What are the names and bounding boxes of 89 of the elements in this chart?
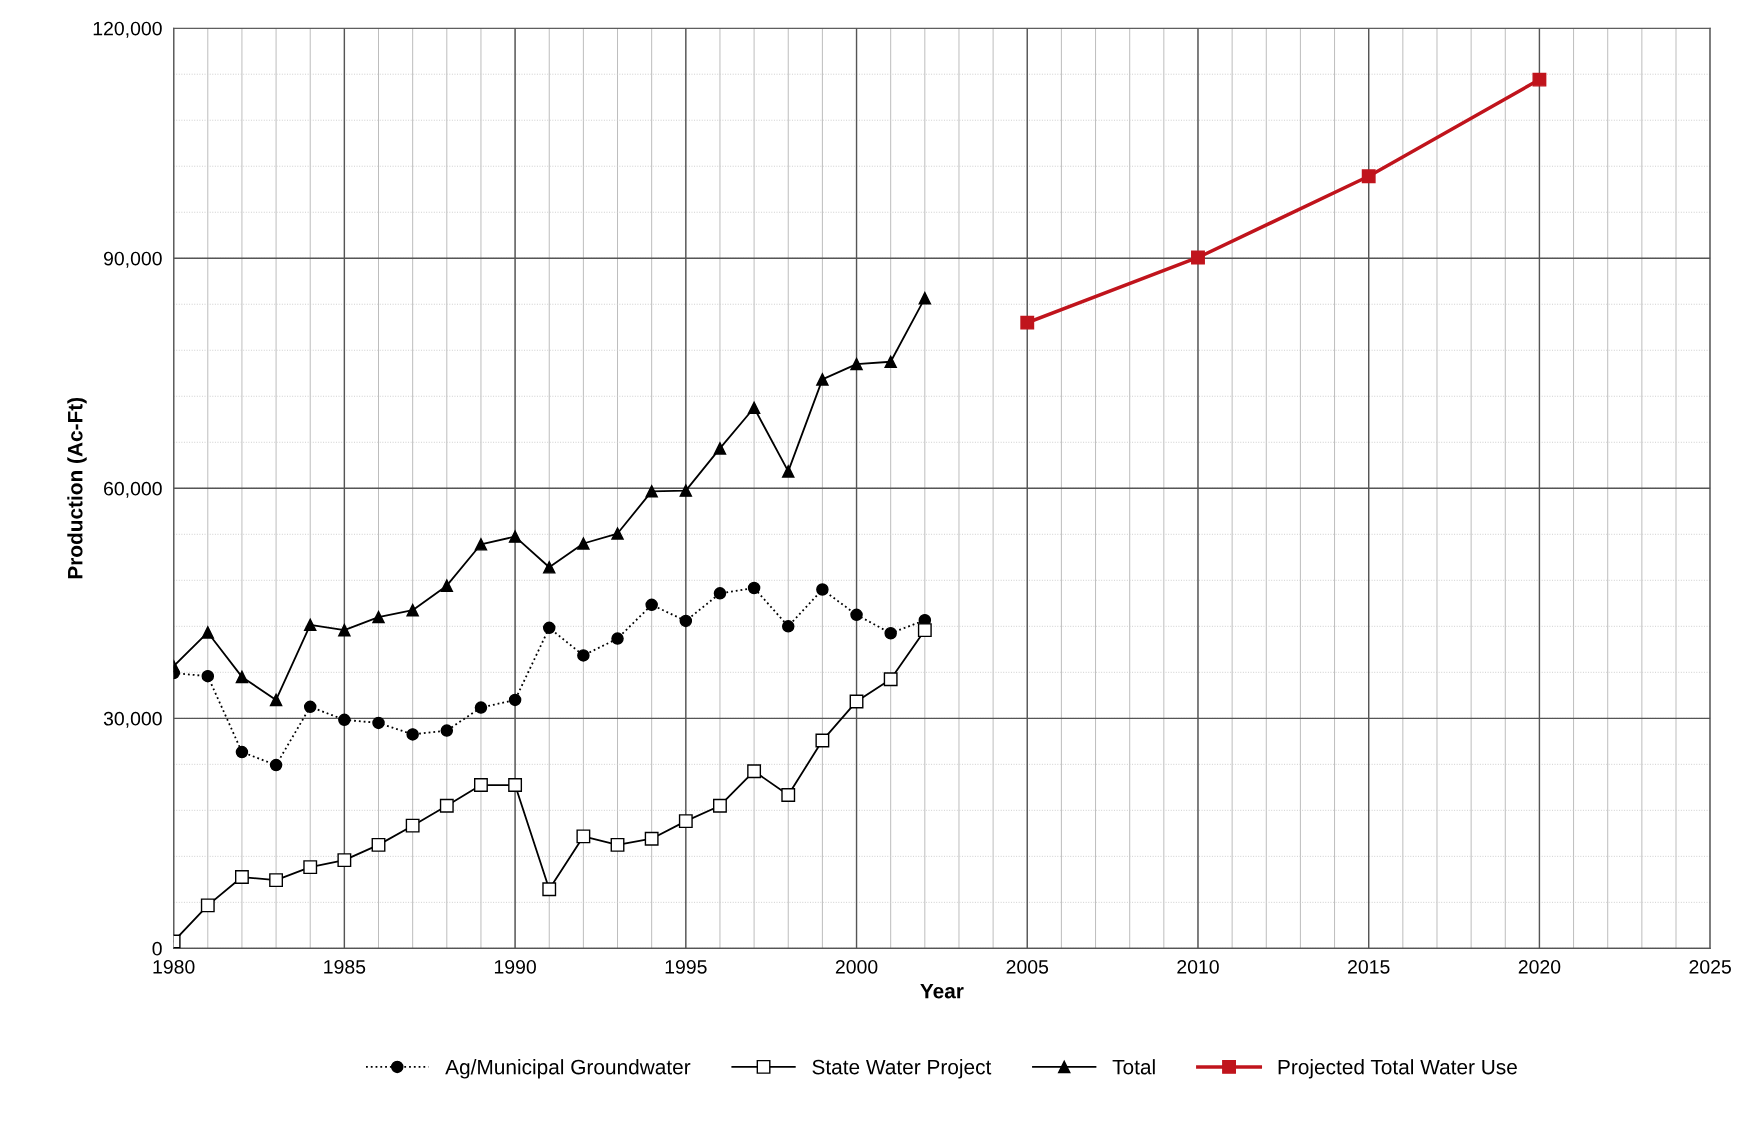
point: [201, 626, 215, 639]
point: [678, 814, 693, 829]
point: [508, 778, 523, 792]
point: [338, 623, 351, 637]
point: [816, 583, 829, 596]
point: [303, 860, 318, 875]
point: [713, 798, 727, 813]
point: [1191, 250, 1205, 265]
point: [269, 873, 284, 888]
point: [406, 603, 419, 617]
point: [338, 713, 351, 727]
point: [781, 465, 795, 478]
point: [508, 530, 522, 543]
x-tick-label: 2015: [1348, 959, 1390, 974]
point: [372, 610, 385, 624]
point: [474, 701, 488, 714]
point: [747, 581, 761, 595]
point: [610, 837, 625, 852]
point: [372, 716, 385, 730]
point: [542, 621, 556, 635]
y-tick-label: 120,000: [93, 21, 162, 38]
point: [884, 626, 897, 640]
legend-label: Total: [1112, 1059, 1155, 1075]
point: [850, 608, 863, 622]
point: [474, 538, 488, 551]
point: [1532, 72, 1547, 87]
point: [644, 831, 659, 846]
point: [439, 798, 454, 813]
point: [405, 818, 420, 833]
x-tick-label: 1980: [153, 959, 195, 974]
x-tick-label: 1990: [494, 959, 536, 974]
point: [371, 837, 386, 852]
x-tick-label: 2020: [1518, 959, 1561, 974]
point: [542, 561, 556, 574]
point: [235, 745, 249, 759]
point: [577, 649, 590, 662]
point: [474, 778, 488, 792]
x-axis-title: Year: [920, 983, 964, 999]
point: [611, 632, 624, 645]
x-tick-label: 2000: [835, 959, 878, 974]
point: [542, 882, 557, 897]
point: [269, 693, 283, 707]
point: [816, 373, 829, 386]
point: [781, 788, 796, 802]
point: [815, 733, 830, 748]
y-tick-label: 60,000: [104, 481, 162, 498]
point: [508, 693, 522, 707]
y-tick-label: 30,000: [103, 711, 162, 728]
point: [747, 764, 762, 779]
legend-label: Ag/Municipal Groundwater: [445, 1059, 691, 1079]
point: [918, 291, 932, 305]
x-tick-label: 2010: [1177, 959, 1219, 974]
point: [679, 484, 693, 497]
point: [645, 598, 658, 612]
point: [883, 672, 898, 687]
point: [200, 898, 215, 913]
point: [1361, 169, 1376, 184]
point: [235, 670, 249, 684]
point: [269, 758, 283, 772]
point: [576, 829, 591, 844]
y-axis-title: Production (Ac-Ft): [67, 397, 87, 579]
x-tick-label: 1995: [665, 959, 707, 974]
y-tick-label: 90,000: [103, 251, 162, 268]
legend-label: State Water Project: [812, 1059, 992, 1079]
point: [337, 853, 352, 868]
point: [713, 587, 727, 600]
point: [577, 537, 590, 550]
point: [884, 355, 897, 369]
y-tick-label: 0: [152, 941, 162, 956]
point: [611, 527, 624, 540]
point: [713, 442, 727, 455]
point: [406, 728, 419, 741]
legend-label: Projected Total Water Use: [1278, 1059, 1517, 1079]
point: [645, 485, 658, 498]
point: [781, 620, 795, 633]
point: [679, 614, 693, 628]
point: [303, 618, 317, 632]
point: [303, 700, 317, 714]
point: [234, 870, 249, 884]
point: [917, 623, 932, 638]
point: [201, 669, 215, 683]
point: [440, 579, 454, 592]
x-tick-label: 1985: [324, 959, 366, 974]
point: [747, 401, 761, 415]
point: [1020, 315, 1035, 330]
point: [440, 724, 454, 737]
point: [850, 357, 863, 371]
x-tick-label: 2025: [1689, 959, 1731, 974]
x-tick-label: 2005: [1006, 959, 1049, 974]
